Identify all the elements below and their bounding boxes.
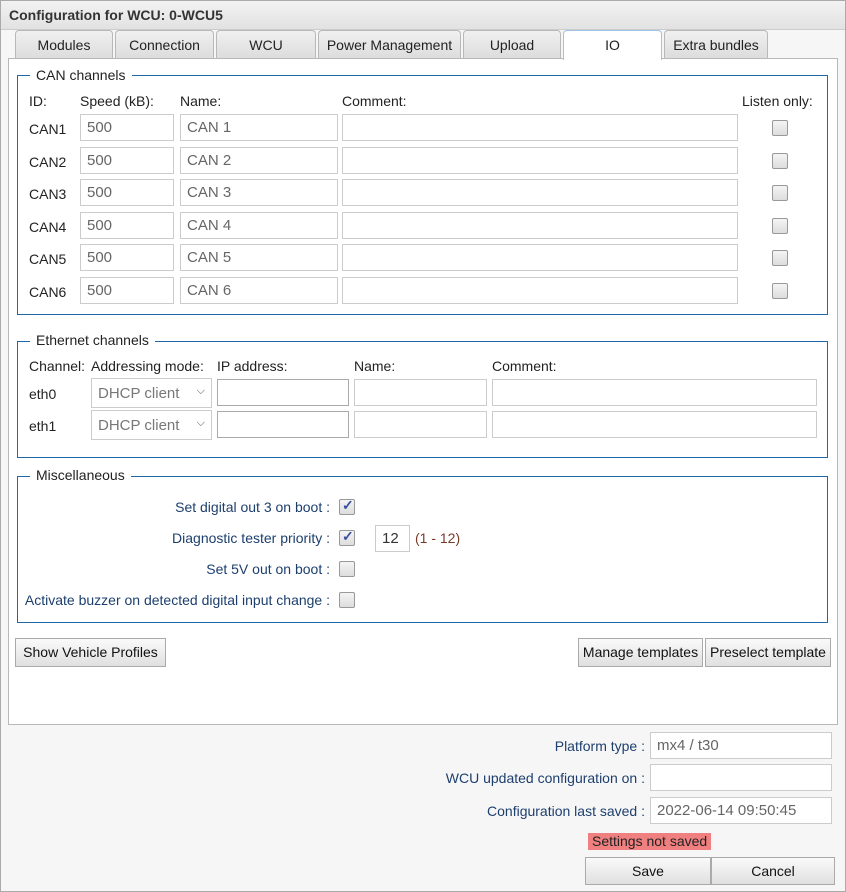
can-name-input[interactable]: CAN 3 <box>180 179 338 206</box>
can-name-input[interactable]: CAN 6 <box>180 276 338 304</box>
tab-power-management[interactable]: Power Management <box>318 30 461 59</box>
can-name-input[interactable]: CAN 5 <box>180 244 338 271</box>
diag-priority-range: (1 - 12) <box>415 530 461 546</box>
can-listen-only-checkbox[interactable] <box>772 185 788 201</box>
header-name: Name: <box>180 93 222 109</box>
can-name-input[interactable]: CAN 2 <box>180 146 338 174</box>
ip-address-input[interactable] <box>217 411 349 438</box>
can-listen-only-checkbox[interactable] <box>772 250 788 266</box>
eth-name-input[interactable] <box>354 379 487 406</box>
dialog-title: Configuration for WCU: 0-WCU5 <box>1 1 845 30</box>
platform-type-field: mx4 / t30 <box>650 732 832 759</box>
digital-out-label: Set digital out 3 on boot : <box>175 499 330 515</box>
preselect-template-button[interactable]: Preselect template <box>705 638 831 667</box>
header-listen-only: Listen only: <box>742 93 813 109</box>
tab-wcu[interactable]: WCU <box>216 30 316 59</box>
addressing-mode-select[interactable]: DHCP client ⌵ <box>91 378 212 408</box>
can-speed-input[interactable]: 500 <box>80 211 174 239</box>
can-name-input[interactable]: CAN 1 <box>180 114 338 141</box>
can-legend: CAN channels <box>30 67 132 83</box>
wcu-updated-field <box>650 764 832 791</box>
eth-channel: eth1 <box>29 418 57 434</box>
status-badge: Settings not saved <box>588 833 712 850</box>
diag-priority-input[interactable]: 12 <box>375 525 410 552</box>
can-id: CAN3 <box>29 186 67 202</box>
last-saved-label: Configuration last saved : <box>487 803 645 819</box>
can-id: CAN4 <box>29 218 67 235</box>
last-saved-field: 2022-06-14 09:50:45 <box>650 797 832 824</box>
can-comment-input[interactable] <box>342 211 738 239</box>
cancel-button[interactable]: Cancel <box>711 857 835 885</box>
eth-channel: eth0 <box>29 386 57 402</box>
eth-comment-input[interactable] <box>492 379 817 406</box>
can-id: CAN2 <box>29 153 67 170</box>
ethernet-channels-group <box>17 341 828 458</box>
digital-out-checkbox[interactable] <box>339 497 355 515</box>
can-channels-group <box>17 75 828 315</box>
manage-templates-button[interactable]: Manage templates <box>578 638 703 667</box>
ip-address-input[interactable] <box>217 379 349 406</box>
can-id: CAN6 <box>29 283 67 300</box>
can-listen-only-checkbox[interactable] <box>772 120 788 136</box>
can-speed-input[interactable]: 500 <box>80 244 174 271</box>
can-speed-input[interactable]: 500 <box>80 276 174 304</box>
buzzer-label: Activate buzzer on detected digital inpu… <box>24 592 330 608</box>
can-id: CAN1 <box>29 121 67 137</box>
can-comment-input[interactable] <box>342 179 738 206</box>
can-comment-input[interactable] <box>342 276 738 304</box>
header-eth-comment: Comment: <box>492 358 557 374</box>
save-button[interactable]: Save <box>585 857 711 885</box>
platform-type-label: Platform type : <box>554 738 645 754</box>
header-channel: Channel: <box>29 358 86 374</box>
header-eth-name: Name: <box>354 358 396 374</box>
chevron-down-icon: ⌵ <box>196 385 205 397</box>
can-listen-only-checkbox[interactable] <box>772 152 788 169</box>
ethernet-legend: Ethernet channels <box>30 332 155 348</box>
can-name-input[interactable]: CAN 4 <box>180 211 338 239</box>
can-speed-input[interactable]: 500 <box>80 114 174 141</box>
tab-io[interactable]: IO <box>563 30 662 60</box>
can-comment-input[interactable] <box>342 146 738 174</box>
header-ip-address: IP address: <box>217 358 288 374</box>
chevron-down-icon: ⌵ <box>196 417 205 429</box>
show-vehicle-profiles-button[interactable]: Show Vehicle Profiles <box>15 638 166 667</box>
miscellaneous-group <box>17 476 828 623</box>
header-addressing-mode: Addressing mode: <box>91 358 204 374</box>
addressing-mode-select[interactable]: DHCP client ⌵ <box>91 410 212 440</box>
tab-extra-bundles[interactable]: Extra bundles <box>664 30 768 59</box>
eth-name-input[interactable] <box>354 411 487 438</box>
wcu-updated-label: WCU updated configuration on : <box>445 770 645 786</box>
tab-modules[interactable]: Modules <box>15 30 113 59</box>
can-listen-only-checkbox[interactable] <box>772 282 788 299</box>
eth-comment-input[interactable] <box>492 411 817 438</box>
can-speed-input[interactable]: 500 <box>80 179 174 206</box>
5v-out-label: Set 5V out on boot : <box>206 561 330 577</box>
5v-out-checkbox[interactable] <box>339 561 355 577</box>
can-speed-input[interactable]: 500 <box>80 146 174 174</box>
diag-priority-label: Diagnostic tester priority : <box>172 530 330 546</box>
tab-upload[interactable]: Upload <box>463 30 561 59</box>
can-comment-input[interactable] <box>342 114 738 141</box>
can-comment-input[interactable] <box>342 244 738 271</box>
buzzer-checkbox[interactable] <box>339 592 355 608</box>
header-id: ID: <box>29 93 47 109</box>
can-listen-only-checkbox[interactable] <box>772 217 788 234</box>
header-speed: Speed (kB): <box>80 93 154 109</box>
header-comment: Comment: <box>342 93 407 109</box>
addressing-mode-value: DHCP client <box>98 385 180 402</box>
addressing-mode-value: DHCP client <box>98 417 180 434</box>
misc-legend: Miscellaneous <box>30 467 131 483</box>
tab-connection[interactable]: Connection <box>115 30 214 59</box>
diag-priority-checkbox[interactable] <box>339 528 355 546</box>
can-id: CAN5 <box>29 251 67 267</box>
